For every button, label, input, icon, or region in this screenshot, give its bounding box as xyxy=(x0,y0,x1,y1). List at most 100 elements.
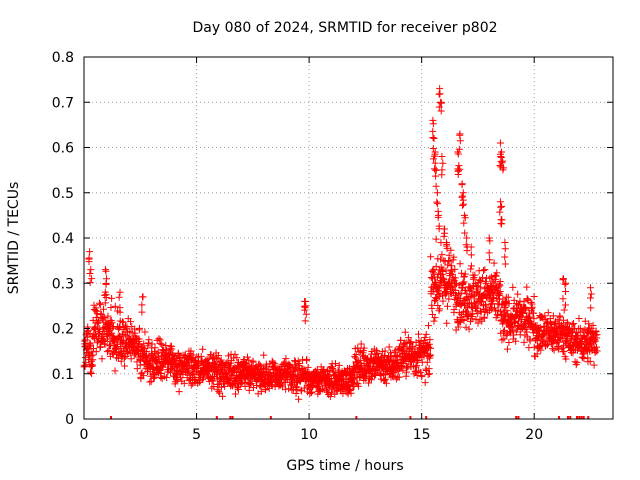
y-tick-label: 0.8 xyxy=(52,50,74,66)
y-tick-label: 0.6 xyxy=(52,141,74,157)
data-point xyxy=(215,361,223,369)
data-point xyxy=(420,352,428,360)
data-point xyxy=(92,348,100,356)
data-point xyxy=(355,348,363,356)
data-point xyxy=(151,370,159,378)
data-point xyxy=(155,335,163,343)
data-point xyxy=(586,357,594,365)
data-point xyxy=(593,331,601,339)
data-point xyxy=(302,302,310,310)
data-point xyxy=(467,243,475,251)
data-point xyxy=(456,137,464,145)
data-point xyxy=(189,351,197,359)
data-point xyxy=(86,248,94,256)
data-point xyxy=(87,357,95,365)
data-point xyxy=(436,305,444,313)
data-point xyxy=(302,310,310,318)
data-point xyxy=(391,346,399,354)
data-point xyxy=(212,368,220,376)
data-point xyxy=(486,274,494,282)
data-point xyxy=(130,339,138,347)
data-point xyxy=(458,201,466,209)
data-point xyxy=(281,358,289,366)
data-point xyxy=(412,338,420,346)
data-point xyxy=(438,153,446,161)
data-point xyxy=(476,307,484,315)
data-point xyxy=(555,345,563,353)
data-point xyxy=(495,292,503,300)
data-point xyxy=(455,145,463,153)
data-point xyxy=(479,267,487,275)
data-point xyxy=(456,131,464,139)
data-point xyxy=(249,358,257,366)
data-point xyxy=(162,342,170,350)
data-point xyxy=(505,300,513,308)
data-point xyxy=(99,337,107,345)
data-point xyxy=(443,240,451,248)
data-point xyxy=(86,269,94,277)
y-axis-label: SRMTID / TECUs xyxy=(6,182,22,295)
data-point xyxy=(108,319,116,327)
data-point xyxy=(523,295,531,303)
data-point xyxy=(412,363,420,371)
data-point xyxy=(303,355,311,363)
data-point xyxy=(593,343,601,351)
data-point xyxy=(392,375,400,383)
data-point xyxy=(180,379,188,387)
data-point xyxy=(462,286,470,294)
data-point xyxy=(185,368,193,376)
data-point xyxy=(135,324,143,332)
data-point xyxy=(199,374,207,382)
data-point xyxy=(516,297,524,305)
data-point xyxy=(550,346,558,354)
data-point xyxy=(84,323,92,331)
x-tick-label: 10 xyxy=(300,427,318,443)
data-point xyxy=(465,325,473,333)
data-point xyxy=(139,293,147,301)
data-point xyxy=(407,338,415,346)
data-point xyxy=(454,323,462,331)
data-point xyxy=(387,352,395,360)
data-point xyxy=(116,288,124,296)
data-point xyxy=(537,346,545,354)
data-point xyxy=(426,351,434,359)
data-point xyxy=(509,323,517,331)
data-point xyxy=(127,318,135,326)
data-point xyxy=(470,292,478,300)
data-point xyxy=(406,339,414,347)
data-point xyxy=(491,276,499,284)
data-point xyxy=(100,305,108,313)
data-point xyxy=(156,339,164,347)
data-point xyxy=(503,345,511,353)
data-point xyxy=(197,352,205,360)
data-point xyxy=(301,317,309,325)
data-point xyxy=(347,389,355,397)
data-point xyxy=(218,392,226,400)
data-point xyxy=(326,393,334,401)
data-point xyxy=(500,335,508,343)
data-points xyxy=(80,85,601,403)
data-point xyxy=(458,181,466,189)
data-point xyxy=(379,370,387,378)
data-point xyxy=(561,280,569,288)
data-point xyxy=(458,269,466,277)
data-point xyxy=(102,267,110,275)
data-point xyxy=(486,256,494,264)
data-point xyxy=(491,304,499,312)
data-point xyxy=(437,255,445,263)
data-point xyxy=(119,318,127,326)
data-point xyxy=(163,373,171,381)
data-point xyxy=(232,390,240,398)
data-point xyxy=(117,357,125,365)
data-point xyxy=(104,312,112,320)
data-point xyxy=(485,234,493,242)
data-point xyxy=(587,304,595,312)
data-point xyxy=(414,357,422,365)
data-point xyxy=(187,347,195,355)
x-axis-label: GPS time / hours xyxy=(286,458,403,474)
data-point xyxy=(247,379,255,387)
data-point xyxy=(426,370,434,378)
data-point xyxy=(435,103,443,111)
data-point xyxy=(439,159,447,167)
